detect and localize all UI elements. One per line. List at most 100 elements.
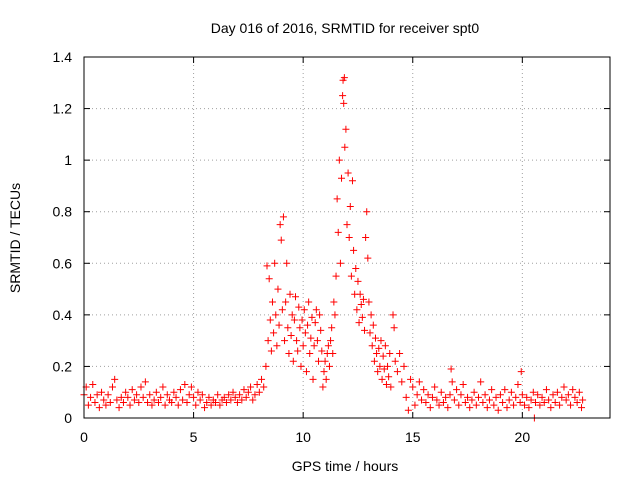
data-point [321, 357, 329, 365]
data-point [267, 347, 275, 355]
data-point [346, 203, 354, 211]
data-point [571, 393, 579, 401]
data-point [260, 383, 268, 391]
data-point [551, 399, 559, 407]
data-point [345, 234, 353, 241]
data-point [283, 259, 291, 267]
data-point [485, 396, 493, 404]
data-point [95, 404, 103, 412]
data-point [155, 399, 163, 407]
data-point [100, 396, 108, 404]
data-point [481, 391, 489, 399]
data-point [273, 342, 281, 350]
grid-layer [84, 57, 610, 418]
data-point [525, 404, 533, 412]
data-point [322, 375, 330, 383]
data-point [236, 391, 244, 399]
data-point [411, 401, 419, 409]
data-point [344, 169, 352, 177]
data-point [315, 357, 323, 365]
data-points [80, 74, 587, 422]
data-point [518, 391, 526, 399]
data-point [225, 391, 233, 399]
y-tick-label: 0.4 [53, 307, 73, 323]
data-point [433, 396, 441, 404]
data-point [534, 391, 542, 399]
data-point [545, 396, 553, 404]
data-point [93, 391, 101, 399]
data-point [176, 386, 184, 394]
data-point [398, 378, 406, 386]
data-point [381, 342, 389, 350]
data-point [231, 393, 239, 401]
data-point [579, 396, 587, 404]
data-point [293, 337, 301, 345]
data-point [446, 391, 454, 399]
data-point [220, 393, 228, 401]
data-point [479, 399, 487, 407]
data-point [124, 393, 132, 401]
data-point [540, 399, 548, 407]
data-point [244, 388, 252, 396]
data-point [278, 306, 286, 314]
data-point [564, 391, 572, 399]
data-point [324, 342, 332, 350]
x-tick-label: 5 [190, 429, 198, 445]
data-point [437, 388, 445, 396]
data-point [373, 350, 381, 358]
data-point [333, 195, 341, 203]
x-axis-ticks: 0 5 10 15 20 [80, 57, 530, 445]
data-point [317, 326, 325, 334]
data-point [368, 342, 376, 350]
data-point [499, 399, 507, 407]
data-point [240, 386, 248, 394]
data-point [475, 393, 482, 401]
data-point [418, 396, 426, 404]
data-point [521, 401, 529, 409]
data-point [390, 324, 398, 332]
data-point [567, 401, 575, 409]
data-point [538, 393, 546, 401]
data-point [439, 399, 447, 407]
data-point [87, 393, 95, 401]
data-point [98, 388, 106, 396]
data-point [375, 344, 383, 352]
data-point [205, 393, 213, 401]
data-point [212, 399, 219, 407]
data-point [461, 399, 469, 407]
data-point [409, 383, 417, 391]
data-point [264, 337, 272, 345]
data-point [468, 396, 476, 404]
data-point [448, 378, 456, 386]
data-point [334, 228, 342, 236]
data-point [301, 329, 309, 337]
data-point [249, 396, 257, 404]
data-point [187, 383, 195, 391]
data-point [512, 393, 520, 401]
data-point [117, 393, 125, 401]
chart-title: Day 016 of 2016, SRMTID for receiver spt… [211, 20, 480, 36]
data-point [514, 380, 522, 388]
data-point [104, 391, 112, 399]
data-point [377, 337, 385, 345]
data-point [309, 375, 317, 383]
data-point [288, 311, 296, 319]
data-point [547, 404, 555, 412]
data-point [529, 388, 537, 396]
data-point [163, 391, 171, 399]
data-point [201, 404, 209, 412]
data-point [148, 401, 156, 409]
data-point [275, 321, 283, 329]
data-point [106, 399, 114, 407]
data-point [364, 254, 372, 262]
data-point [354, 277, 362, 285]
data-point [558, 393, 566, 401]
data-point [330, 298, 338, 306]
data-point [444, 404, 452, 412]
data-point [298, 316, 306, 324]
data-point [319, 383, 327, 391]
data-point [415, 378, 423, 386]
data-point [531, 399, 539, 407]
data-point [262, 362, 270, 370]
